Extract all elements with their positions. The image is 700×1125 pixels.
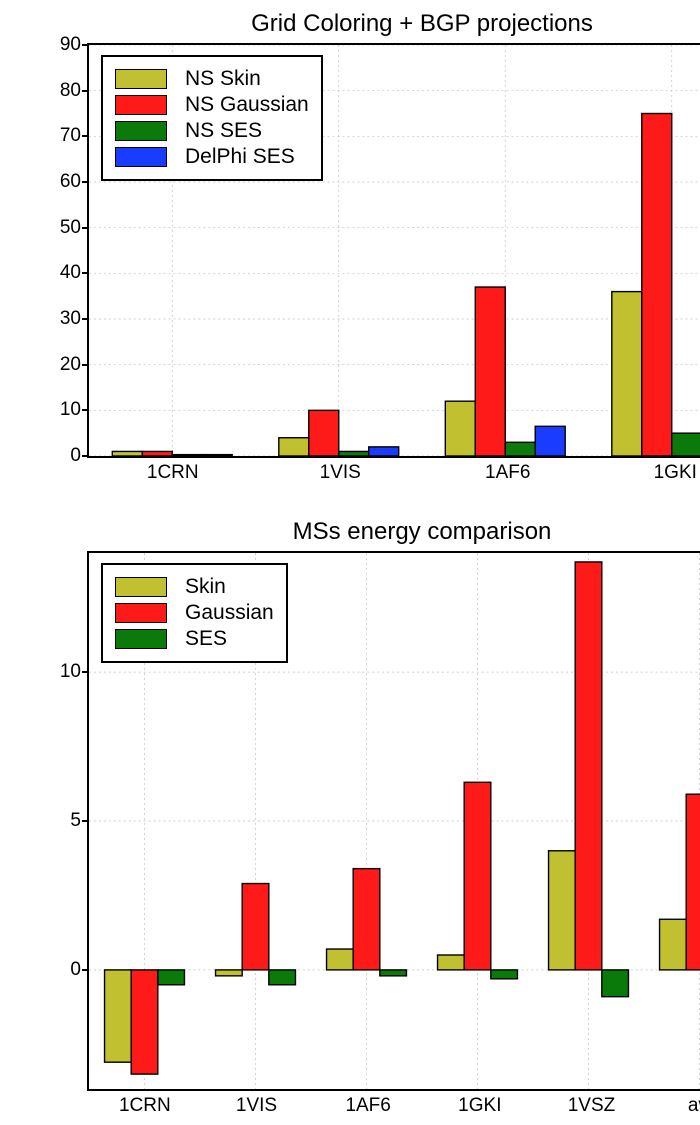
legend-item: NS SES (115, 119, 309, 143)
legend-label: NS Skin (185, 67, 261, 91)
legend-swatch (115, 577, 167, 597)
top-chart-plot-area: 01020304050607080901CRN1VIS1AF61GKINS Sk… (87, 43, 700, 458)
legend-swatch (115, 69, 167, 89)
legend-label: SES (185, 627, 227, 651)
legend-label: Gaussian (185, 601, 274, 625)
bottom-chart-plot-area: 05101CRN1VIS1AF61GKI1VSZavgSkinGaussianS… (87, 551, 700, 1091)
legend-label: NS SES (185, 119, 262, 143)
legend: SkinGaussianSES (101, 563, 288, 663)
bottom-chart-title: MSs energy comparison (87, 518, 700, 546)
x-tick-label: avg (688, 1089, 700, 1117)
legend: NS SkinNS GaussianNS SESDelPhi SES (101, 55, 323, 181)
legend-item: SES (115, 627, 274, 651)
legend-item: Skin (115, 575, 274, 599)
x-tick-label: 1VIS (320, 456, 361, 484)
x-tick-label: 1AF6 (345, 1089, 390, 1117)
x-tick-label: 1GKI (654, 456, 697, 484)
x-tick-label: 1VIS (236, 1089, 277, 1117)
legend-label: NS Gaussian (185, 93, 309, 117)
legend-label: DelPhi SES (185, 145, 295, 169)
legend-swatch (115, 147, 167, 167)
x-tick-label: 1CRN (147, 456, 199, 484)
legend-item: NS Gaussian (115, 93, 309, 117)
top-chart-title: Grid Coloring + BGP projections (87, 10, 700, 38)
legend-swatch (115, 629, 167, 649)
legend-item: Gaussian (115, 601, 274, 625)
legend-swatch (115, 121, 167, 141)
legend-swatch (115, 603, 167, 623)
x-tick-label: 1AF6 (485, 456, 530, 484)
legend-label: Skin (185, 575, 226, 599)
legend-item: NS Skin (115, 67, 309, 91)
x-tick-label: 1VSZ (568, 1089, 616, 1117)
x-tick-label: 1CRN (119, 1089, 171, 1117)
bottom-chart: MSs energy comparison % Discrepancy 0510… (87, 518, 685, 1121)
top-chart: Grid Coloring + BGP projections Executio… (87, 10, 685, 488)
legend-swatch (115, 95, 167, 115)
legend-item: DelPhi SES (115, 145, 309, 169)
x-tick-label: 1GKI (458, 1089, 501, 1117)
